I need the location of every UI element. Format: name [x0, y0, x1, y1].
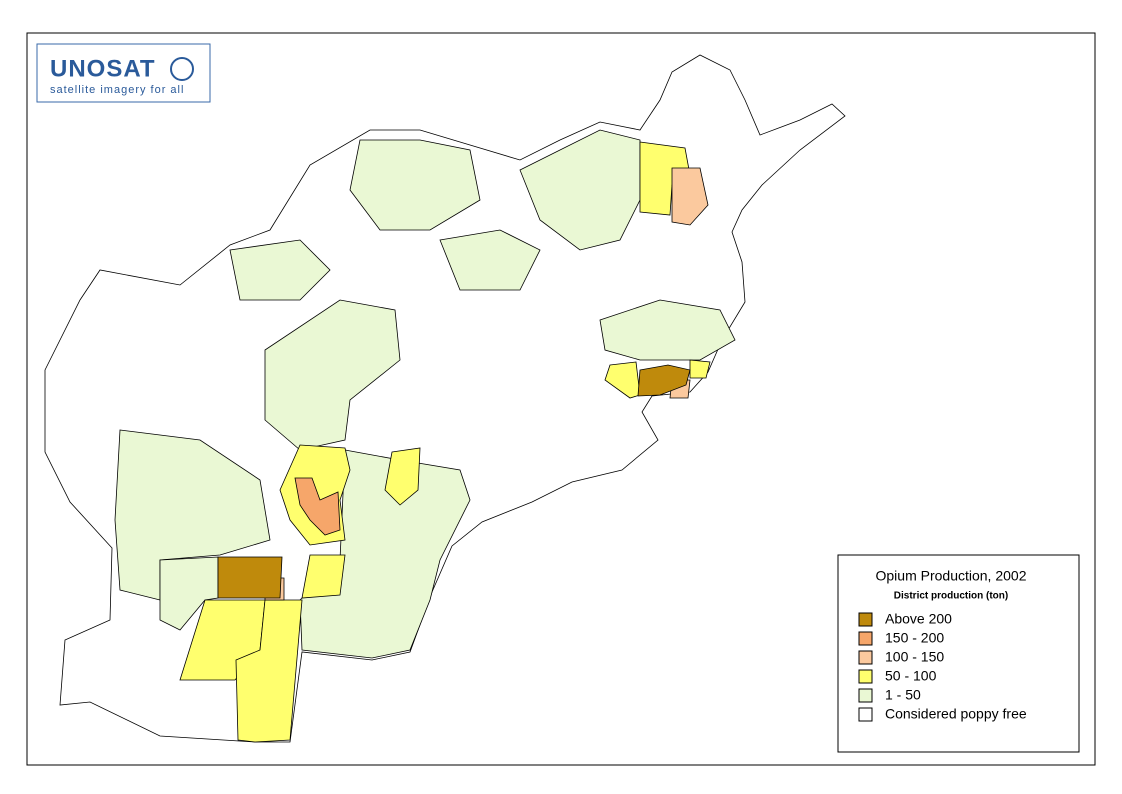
district — [439, 229, 541, 291]
logo: UNOSAT satellite imagery for all — [36, 43, 211, 103]
logo-box — [36, 43, 211, 103]
legend: Opium Production, 2002 District producti… — [837, 554, 1080, 753]
district — [235, 599, 303, 743]
district — [689, 359, 711, 379]
legend-box — [837, 554, 1080, 753]
district — [637, 364, 691, 397]
legend-label: 100 - 150 — [885, 649, 944, 665]
district — [384, 447, 421, 506]
district — [599, 299, 736, 361]
legend-label: Considered poppy free — [885, 706, 1027, 722]
legend-label: 1 - 50 — [885, 687, 921, 703]
legend-swatch — [858, 688, 873, 703]
legend-subtitle: District production (ton) — [894, 591, 1008, 602]
logo-tagline: satellite imagery for all — [50, 84, 184, 96]
legend-label: 50 - 100 — [885, 668, 937, 684]
logo-name: UNOSAT — [50, 55, 156, 82]
district — [229, 239, 331, 301]
legend-swatch — [858, 650, 873, 665]
district — [604, 361, 641, 399]
legend-swatch — [858, 669, 873, 684]
district — [294, 477, 341, 536]
legend-label: 150 - 200 — [885, 630, 944, 646]
district — [301, 554, 346, 599]
un-emblem — [170, 57, 194, 81]
district — [217, 556, 283, 599]
legend-label: Above 200 — [885, 611, 952, 627]
district — [264, 299, 401, 451]
legend-swatch — [858, 631, 873, 646]
legend-swatch — [858, 612, 873, 627]
district — [114, 429, 271, 601]
district — [671, 167, 709, 226]
map — [44, 54, 846, 743]
districts — [114, 129, 736, 743]
district — [349, 139, 481, 231]
legend-title: Opium Production, 2002 — [876, 568, 1027, 584]
legend-swatch — [858, 707, 873, 722]
